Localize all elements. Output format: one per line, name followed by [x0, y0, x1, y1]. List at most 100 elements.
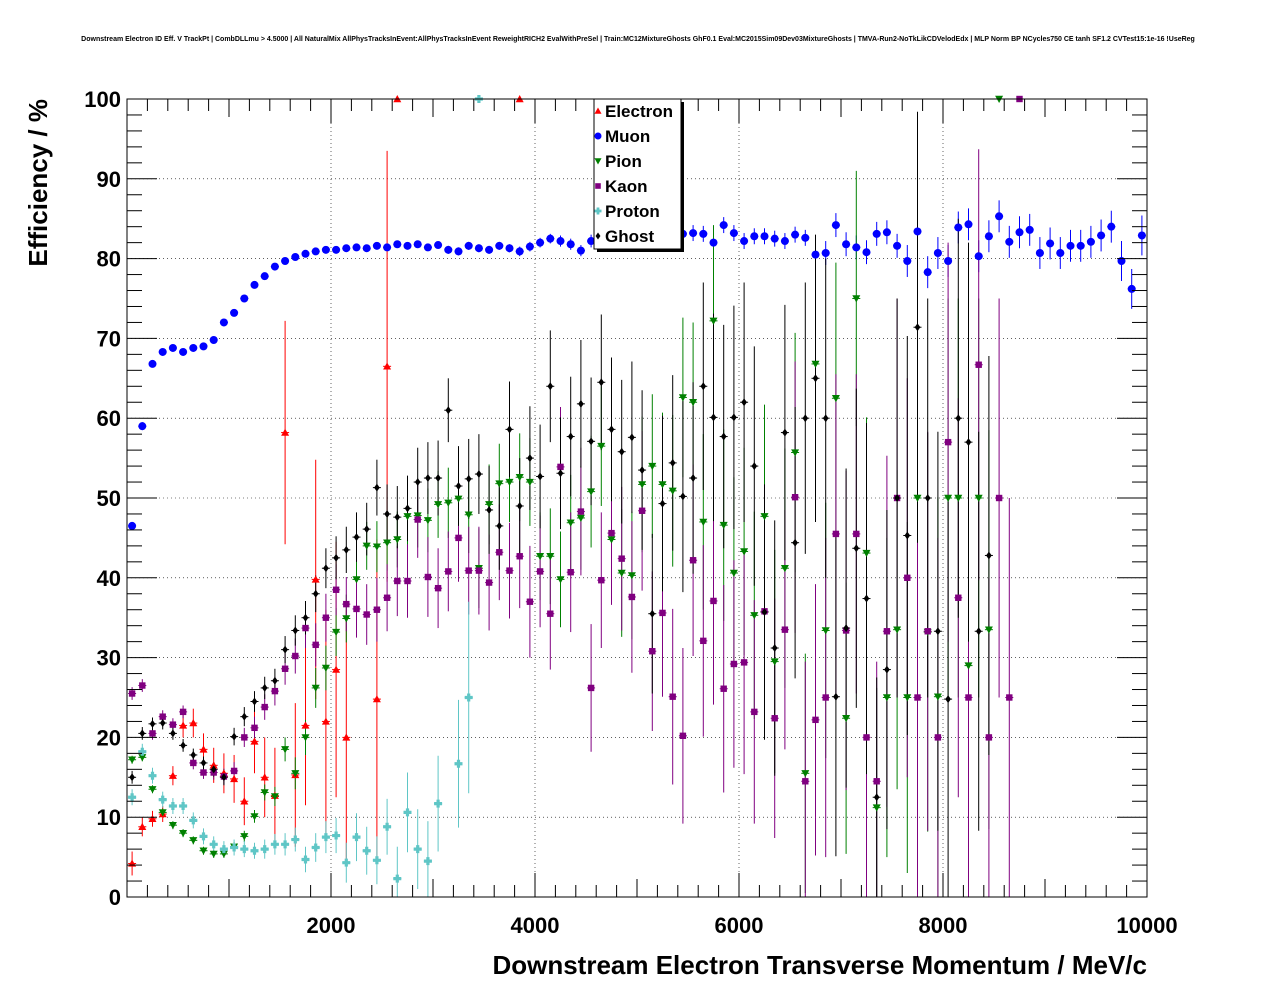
proton-point [403, 808, 412, 817]
ghost-point [567, 432, 574, 441]
ghost-point [261, 683, 268, 692]
pion-point [689, 399, 698, 407]
muon-point [434, 241, 443, 250]
proton-point [393, 874, 402, 883]
pion-point [311, 684, 320, 692]
kaon-point [975, 361, 982, 368]
ghost-point [527, 454, 533, 463]
muon-point [852, 243, 861, 252]
kaon-point [618, 555, 625, 562]
kaon-point [557, 463, 564, 471]
pion-point [209, 850, 218, 858]
pion-point [515, 474, 524, 482]
electron-point [321, 717, 330, 725]
ghost-point [333, 553, 339, 562]
ghost-point [975, 627, 982, 636]
muon-point [995, 212, 1004, 221]
pion-point [321, 664, 330, 672]
muon-point [362, 244, 371, 253]
ghost-point [414, 478, 421, 487]
proton-point [209, 840, 218, 849]
proton-point [138, 747, 147, 756]
kaon-point [914, 694, 921, 701]
muon-point [1137, 231, 1146, 240]
muon-point [821, 249, 830, 258]
kaon-point [536, 568, 544, 575]
kaon-point [139, 682, 146, 689]
x-tick-label: 8000 [919, 913, 968, 938]
proton-point [240, 845, 249, 854]
y-tick-label: 80 [97, 247, 121, 272]
proton-point [321, 833, 330, 842]
pion-point [362, 542, 371, 550]
pion-point [780, 565, 789, 573]
y-tick-label: 10 [97, 805, 121, 830]
ghost-point [465, 474, 472, 483]
ghost-point [761, 608, 768, 617]
kaon-point [414, 516, 421, 523]
proton-point [260, 845, 269, 854]
muon-point [729, 229, 738, 238]
y-tick-label: 90 [97, 167, 121, 192]
ghost-point [323, 564, 329, 573]
muon-point [474, 244, 483, 253]
kaon-point [292, 652, 299, 660]
kaon-point [802, 778, 809, 785]
kaon-point [353, 605, 360, 613]
muon-point [423, 243, 432, 252]
ghost-point [771, 644, 778, 653]
proton-point [189, 816, 198, 825]
ghost-point [404, 504, 411, 513]
kaon-point [312, 641, 319, 649]
muon-series [128, 212, 1146, 530]
legend-marker-proton [594, 207, 602, 215]
electron-point [372, 695, 381, 703]
ghost-point [506, 425, 513, 434]
x-axis-title: Downstream Electron Transverse Momentum … [492, 950, 1147, 980]
muon-point [872, 229, 881, 238]
ghost-point [557, 469, 564, 478]
ghost-point [924, 494, 931, 502]
muon-point [780, 237, 789, 246]
kaon-point [689, 557, 697, 564]
kaon-point [608, 529, 615, 537]
muon-point [158, 347, 167, 356]
pion-point [709, 317, 718, 325]
kaon-point [434, 584, 442, 592]
pion-point [627, 572, 636, 580]
ghost-point [853, 544, 860, 553]
pion-point [903, 694, 912, 702]
muon-point [1015, 228, 1024, 237]
pion-point [403, 513, 412, 521]
pion-point [168, 821, 177, 830]
ghost-point [873, 793, 880, 802]
ghost-series [129, 323, 992, 802]
electron-point [148, 814, 157, 822]
pion-point [984, 626, 993, 634]
muon-point [699, 229, 708, 238]
muon-point [413, 240, 422, 249]
ghost-point [343, 545, 350, 554]
pion-point [546, 553, 555, 561]
ghost-point [588, 437, 594, 446]
pion-point [913, 494, 922, 502]
ghost-point [476, 470, 482, 479]
ghost-point [812, 374, 819, 383]
kaon-series [128, 95, 1023, 785]
pion-point [434, 501, 443, 509]
proton-point [199, 832, 208, 841]
muon-point [862, 248, 871, 257]
pion-point [699, 518, 708, 526]
proton-point [434, 799, 443, 808]
muon-point [576, 246, 585, 255]
proton-series [128, 95, 483, 883]
muon-point [403, 241, 412, 250]
y-tick-label: 0 [109, 885, 121, 910]
pion-point [270, 793, 279, 801]
muon-point [913, 227, 922, 236]
muon-point [831, 221, 840, 230]
proton-point [413, 845, 422, 854]
legend-marker-electron [594, 107, 602, 114]
kaon-point [934, 734, 942, 741]
muon-point [750, 232, 759, 241]
